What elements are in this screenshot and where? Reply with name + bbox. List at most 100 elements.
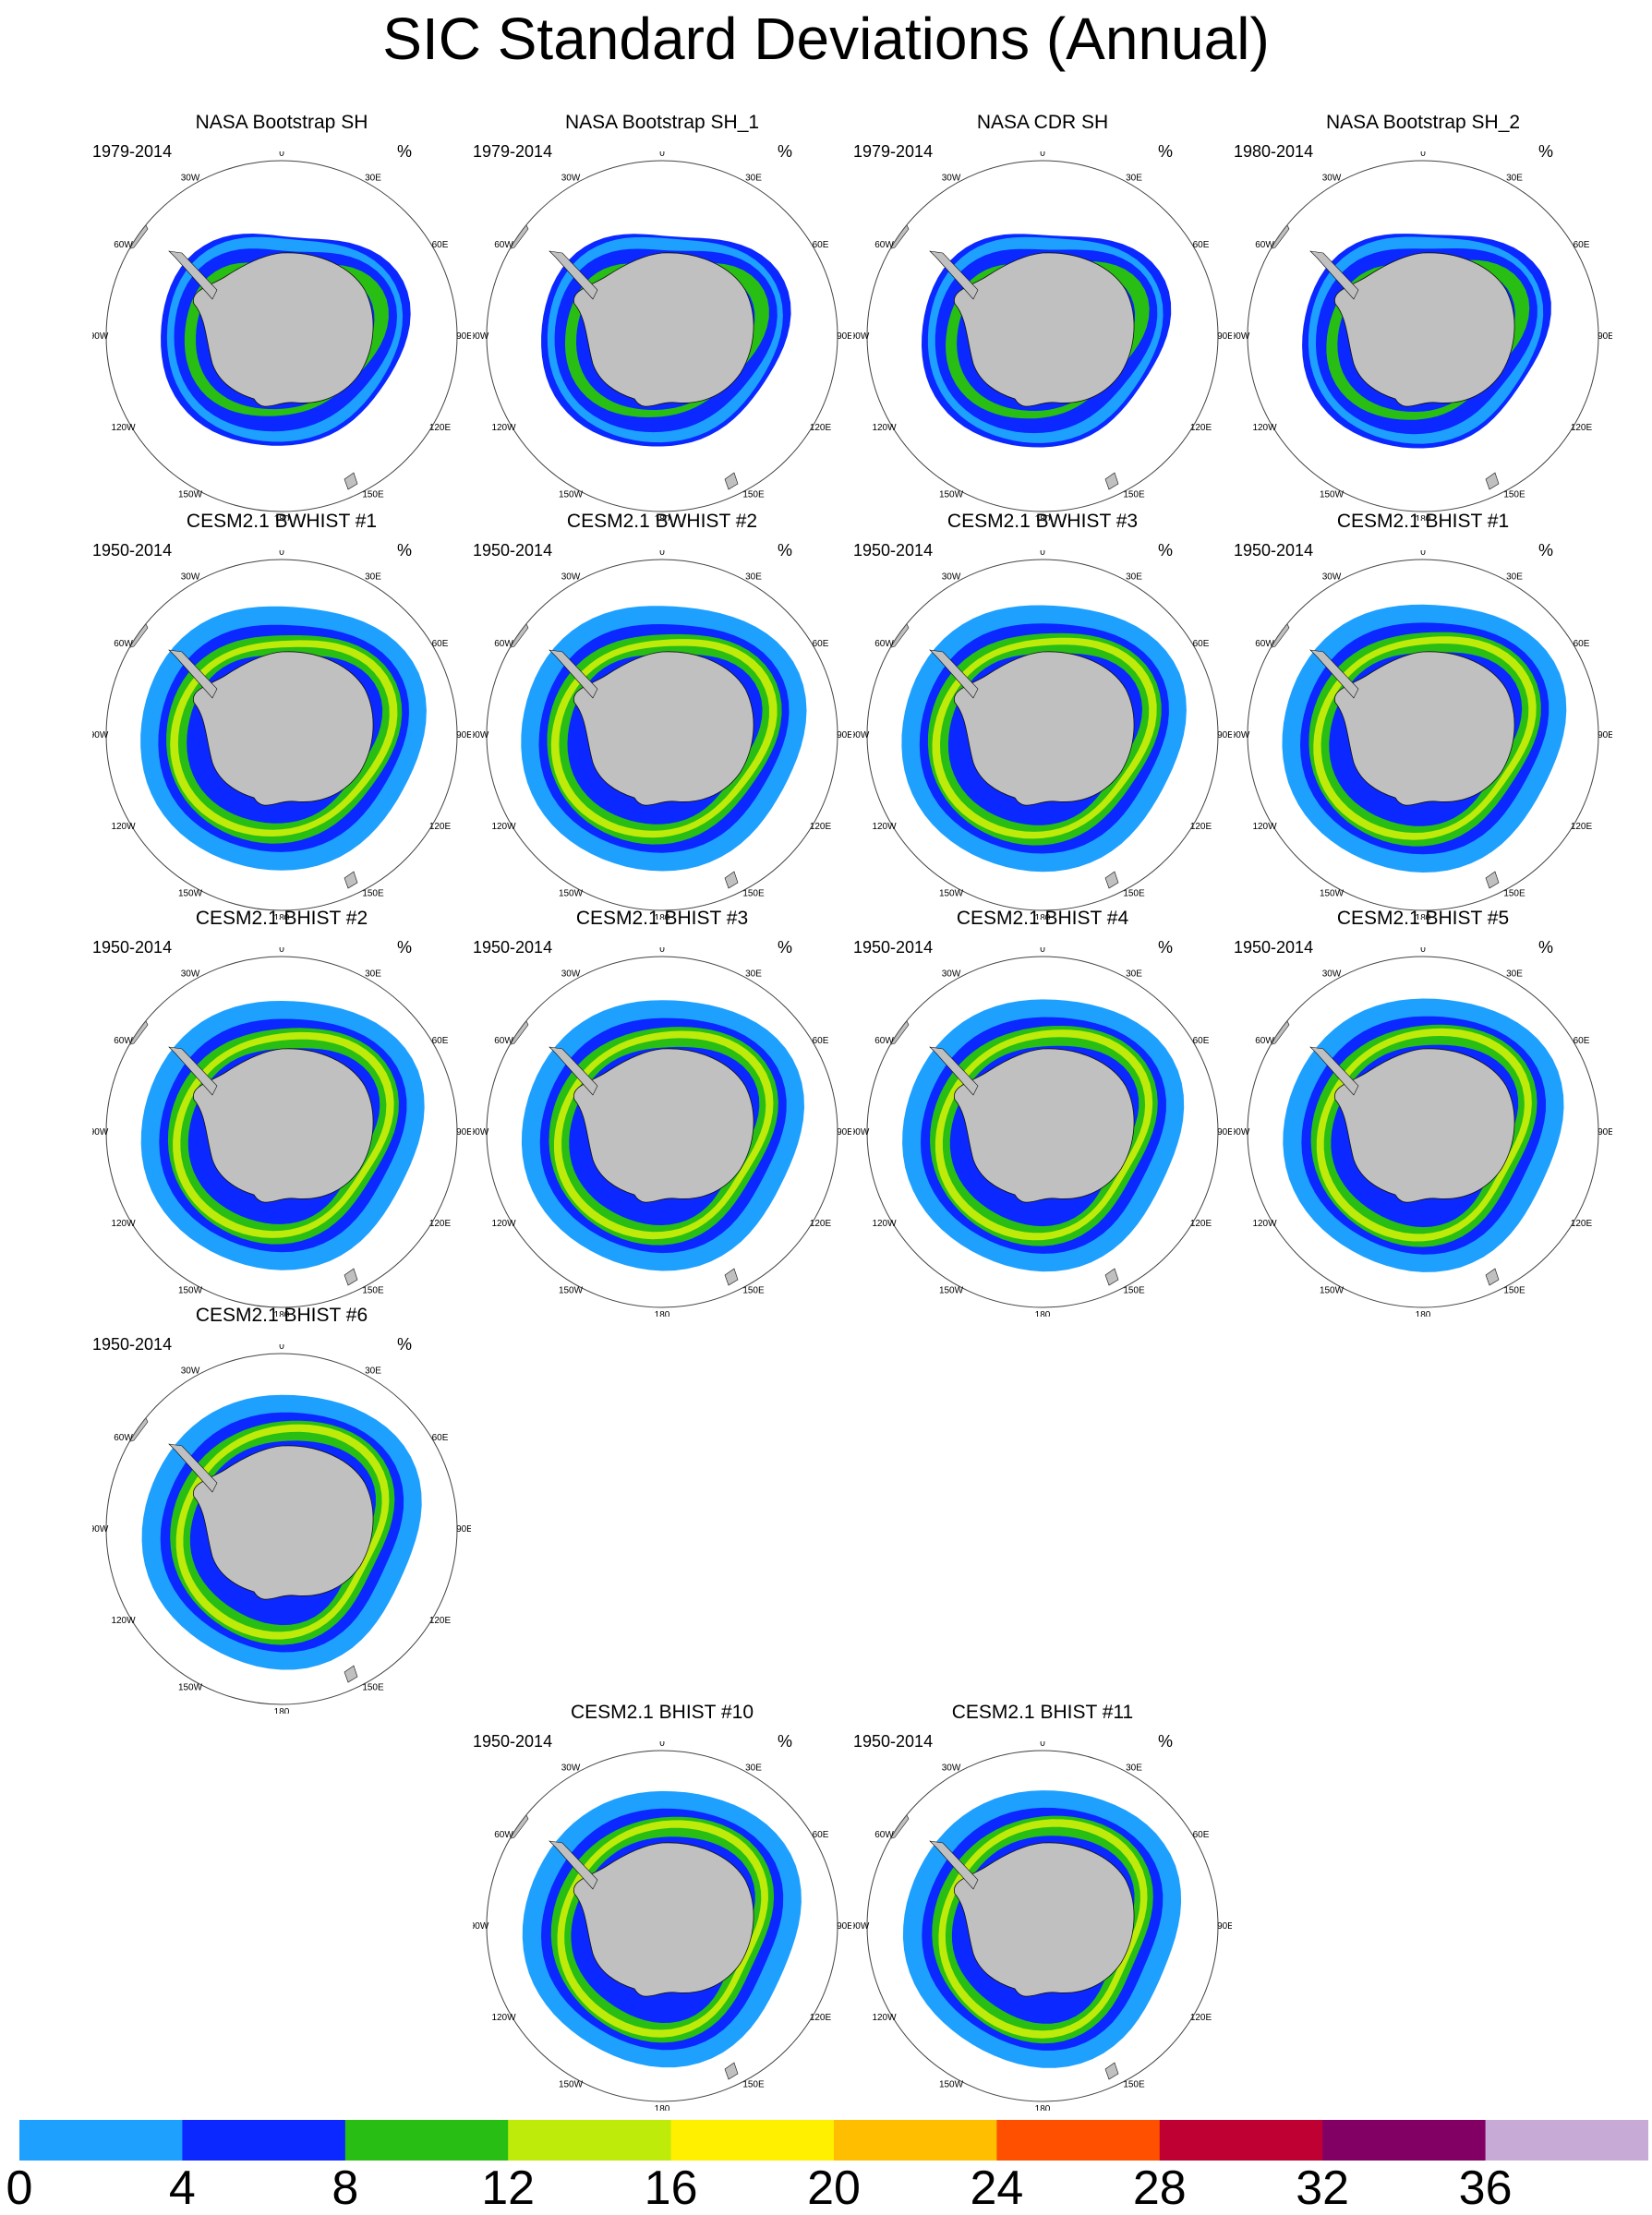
longitude-label: 60E (1193, 1036, 1210, 1046)
panel-title: NASA Bootstrap SH_1 (564, 112, 760, 133)
panel-title: CESM2.1 BHIST #2 (195, 908, 368, 929)
colorbar-labels: 0 4 8 12 16 20 24 28 32 36 (0, 2161, 1652, 2213)
new-zealand (724, 2062, 739, 2080)
longitude-label: 30W (1322, 969, 1342, 980)
map-panel: NASA Bootstrap SH_2 1980-2014% 0 30E 60E 90E 1… (1234, 111, 1612, 521)
longitude-label: 60E (432, 1433, 449, 1443)
longitude-label: 90W (92, 730, 109, 740)
new-zealand (344, 1268, 358, 1286)
map-panel: NASA Bootstrap SH 1979-2014% 0 30E 60E 90E 120… (92, 111, 471, 521)
colorbar-tick-label: 24 (970, 2161, 1024, 2215)
longitude-label: 30W (561, 1764, 581, 1774)
longitude-label: 150W (178, 1286, 203, 1296)
map-boundary-circle (105, 559, 458, 911)
longitude-label: 180 (1035, 2104, 1051, 2111)
longitude-label: 60E (1193, 240, 1210, 250)
panel-years: 1950-2014 (853, 938, 934, 957)
panel-unit: % (1538, 142, 1554, 161)
antarctic-peninsula (929, 649, 979, 699)
longitude-label: 150E (362, 1286, 384, 1296)
longitude-label: 60E (813, 1036, 829, 1046)
longitude-label: 0 (1040, 947, 1045, 955)
map-boundary-circle (1247, 559, 1599, 911)
longitude-label: 150E (1123, 1286, 1145, 1296)
longitude-label: 180 (274, 514, 290, 521)
longitude-label: 30E (1126, 1764, 1142, 1774)
map-panel: CESM2.1 BHIST #3 1950-2014% 0 30E 60E 90E 120E… (473, 907, 851, 1317)
longitude-label: 0 (1040, 550, 1045, 558)
longitude-label: 150E (1503, 490, 1525, 500)
colorbar-tick-label: 4 (168, 2161, 196, 2215)
antarctic-peninsula (168, 1046, 218, 1096)
polar-map: 0 30E 60E 90E 120E 150E 180 150W 120W 90W 60W 30W (473, 1741, 851, 2111)
longitude-label: 90W (473, 1921, 489, 1932)
polar-map: 0 30E 60E 90E 120E 150E 180 150W 120W 90W 60W 30W (1234, 151, 1612, 521)
longitude-label: 150W (559, 1286, 584, 1296)
longitude-label: 30W (1322, 174, 1342, 184)
polar-map: 0 30E 60E 90E 120E 150E 180 150W 120W 90W 60W 30W (853, 947, 1232, 1317)
new-zealand (724, 871, 739, 889)
longitude-label: 60E (432, 1036, 449, 1046)
longitude-label: 60E (813, 240, 829, 250)
longitude-label: 120W (111, 822, 136, 832)
longitude-label: 0 (1040, 151, 1045, 159)
colorbar-tick-label: 8 (332, 2161, 359, 2215)
antarctic-peninsula (168, 649, 218, 699)
longitude-label: 90E (1217, 730, 1232, 740)
longitude-label: 30W (181, 174, 200, 184)
map-panel: CESM2.1 BHIST #6 1950-2014% 0 30E 60E 90E 120E… (92, 1304, 471, 1714)
longitude-label: 120E (429, 822, 452, 832)
longitude-label: 150W (1320, 490, 1345, 500)
polar-map: 0 30E 60E 90E 120E 150E 180 150W 120W 90W 60W 30W (853, 1741, 1232, 2111)
longitude-label: 0 (279, 1344, 284, 1352)
longitude-label: 0 (1420, 151, 1426, 159)
longitude-label: 120E (429, 1219, 452, 1229)
longitude-label: 180 (655, 514, 670, 521)
longitude-label: 90E (1598, 1127, 1612, 1138)
longitude-label: 30E (1506, 969, 1523, 980)
new-zealand (1104, 2062, 1119, 2080)
panel-unit: % (778, 541, 793, 560)
longitude-label: 150E (742, 889, 765, 899)
longitude-label: 60E (1574, 1036, 1590, 1046)
longitude-label: 90W (853, 1127, 870, 1138)
longitude-label: 150W (559, 2080, 584, 2090)
longitude-label: 0 (659, 151, 665, 159)
new-zealand (1104, 871, 1119, 889)
antarctic-peninsula (929, 250, 979, 300)
longitude-label: 150W (939, 2080, 964, 2090)
longitude-label: 120E (1571, 1219, 1593, 1229)
map-boundary-circle (486, 160, 838, 512)
longitude-label: 180 (1035, 514, 1051, 521)
map-boundary-circle (486, 1750, 838, 2102)
polar-map: 0 30E 60E 90E 120E 150E 180 150W 120W 90W 60W 30W (1234, 947, 1612, 1317)
longitude-label: 60W (114, 240, 133, 250)
new-zealand (344, 1665, 358, 1683)
longitude-label: 120E (1571, 822, 1593, 832)
longitude-label: 60E (813, 1830, 829, 1840)
longitude-label: 60E (1574, 240, 1590, 250)
longitude-label: 90W (473, 331, 489, 342)
colorbar-tick-label: 0 (6, 2161, 33, 2215)
panel-title: CESM2.1 BHIST #6 (195, 1305, 368, 1326)
longitude-label: 90E (1217, 331, 1232, 342)
longitude-label: 180 (1416, 514, 1431, 521)
longitude-label: 120W (111, 423, 136, 433)
longitude-label: 120E (429, 1616, 452, 1626)
longitude-label: 90W (1234, 1127, 1250, 1138)
longitude-label: 120W (491, 1219, 516, 1229)
longitude-label: 90E (1598, 730, 1612, 740)
longitude-label: 60W (494, 1830, 513, 1840)
longitude-label: 60W (494, 639, 513, 649)
longitude-label: 180 (655, 2104, 670, 2111)
colorbar-swatch (344, 2120, 509, 2161)
panel-unit: % (778, 1732, 793, 1751)
longitude-label: 30W (942, 969, 961, 980)
longitude-label: 150W (559, 889, 584, 899)
longitude-label: 90W (853, 331, 870, 342)
longitude-label: 0 (279, 550, 284, 558)
polar-map: 0 30E 60E 90E 120E 150E 180 150W 120W 90W 60W 30W (92, 151, 471, 521)
longitude-label: 120W (111, 1219, 136, 1229)
longitude-label: 120W (1252, 1219, 1277, 1229)
panel-unit: % (397, 142, 413, 161)
